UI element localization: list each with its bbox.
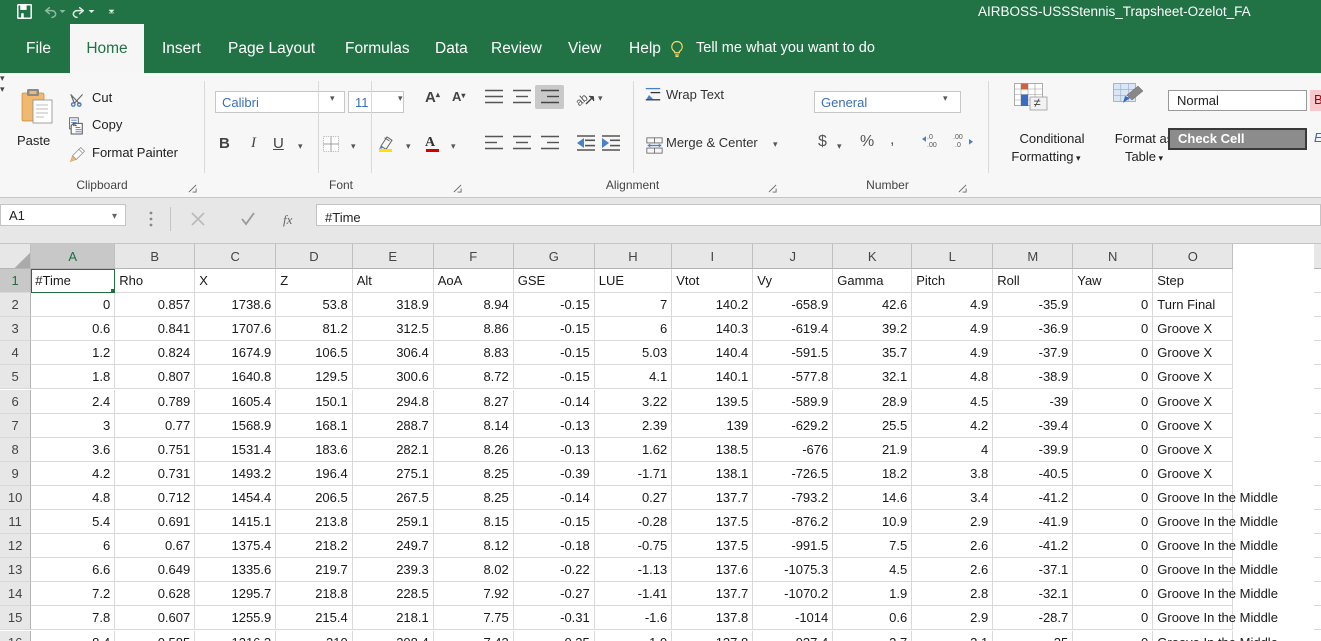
svg-text:ab: ab [576,92,591,107]
svg-text:.00: .00 [953,134,963,141]
svg-text:fx: fx [283,212,293,227]
svg-text:.00: .00 [927,142,937,149]
svg-text:≠: ≠ [1034,95,1041,110]
svg-text:.0: .0 [955,142,961,149]
svg-text:.0: .0 [927,134,933,141]
